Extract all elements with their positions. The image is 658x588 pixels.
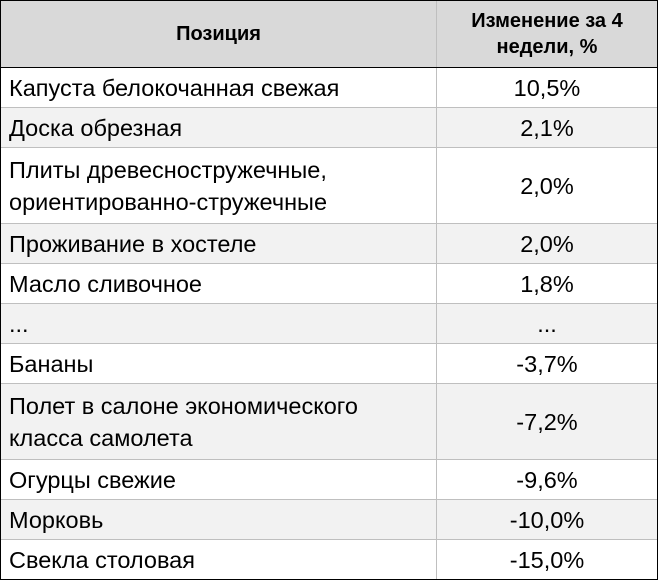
table-row: Проживание в хостеле 2,0% xyxy=(1,223,657,263)
header-change: Изменение за 4 недели, % xyxy=(471,10,623,58)
row-change: -3,7% xyxy=(516,350,578,377)
row-change: -15,0% xyxy=(509,546,585,573)
row-change: -9,6% xyxy=(516,466,578,493)
row-position: Огурцы свежие xyxy=(1,460,437,499)
row-change: 1,8% xyxy=(520,270,574,297)
table-row: Морковь -10,0% xyxy=(1,499,657,539)
row-change: -10,0% xyxy=(509,506,585,533)
row-position: ... xyxy=(1,304,437,343)
table-row: Бананы -3,7% xyxy=(1,343,657,383)
row-position: Бананы xyxy=(1,344,437,383)
row-position: Плиты древесностружечные, ориентированно… xyxy=(1,148,437,223)
row-change: 2,1% xyxy=(520,114,574,141)
table-row: Огурцы свежие -9,6% xyxy=(1,459,657,499)
row-position: Полет в салоне экономического класса сам… xyxy=(1,384,437,459)
row-position: Капуста белокочанная свежая xyxy=(1,68,437,107)
row-change: ... xyxy=(537,310,557,337)
table-row: Доска обрезная 2,1% xyxy=(1,107,657,147)
row-change: 10,5% xyxy=(513,74,581,101)
row-change: 2,0% xyxy=(520,230,574,257)
row-position: Проживание в хостеле xyxy=(1,224,437,263)
table-row: Полет в салоне экономического класса сам… xyxy=(1,383,657,459)
row-change: -7,2% xyxy=(516,408,578,435)
header-position: Позиция xyxy=(1,1,437,67)
table-row-ellipsis: ... ... xyxy=(1,303,657,343)
table-row: Капуста белокочанная свежая 10,5% xyxy=(1,67,657,107)
row-change: 2,0% xyxy=(520,172,574,199)
row-position: Морковь xyxy=(1,500,437,539)
table-header-row: Позиция Изменение за 4 недели, % xyxy=(1,1,657,67)
table-row: Масло сливочное 1,8% xyxy=(1,263,657,303)
row-position: Доска обрезная xyxy=(1,108,437,147)
row-position: Свекла столовая xyxy=(1,540,437,579)
table-row: Плиты древесностружечные, ориентированно… xyxy=(1,147,657,223)
row-position: Масло сливочное xyxy=(1,264,437,303)
table-row: Свекла столовая -15,0% xyxy=(1,539,657,579)
